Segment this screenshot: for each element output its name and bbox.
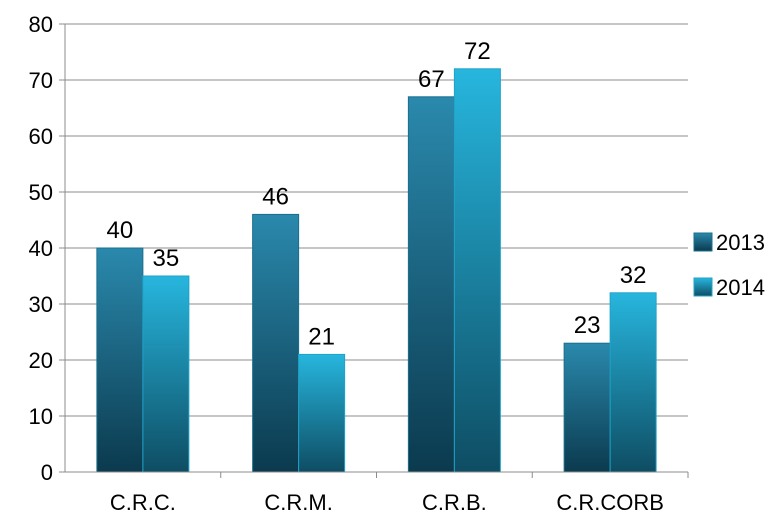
data-label: 32 xyxy=(620,262,647,289)
y-tick-label: 40 xyxy=(29,236,53,261)
bar-2014-C.R.B. xyxy=(453,68,501,473)
x-category-label: C.R.M. xyxy=(264,490,332,515)
bar-2014-C.R.CORB xyxy=(609,292,657,473)
y-tick-label: 70 xyxy=(29,68,53,93)
data-label: 35 xyxy=(153,245,180,272)
bar-2013-C.R.C. xyxy=(96,247,144,473)
y-tick-label: 30 xyxy=(29,292,53,317)
data-label: 46 xyxy=(262,183,289,210)
y-tick-label: 50 xyxy=(29,180,53,205)
x-axis-labels: C.R.C. C.R.M. C.R.B. C.R.CORB xyxy=(110,490,664,515)
data-labels: 40 35 46 21 67 72 23 32 xyxy=(107,38,647,351)
legend: 2013 2014 xyxy=(693,230,765,300)
bar-2014-C.R.C. xyxy=(142,275,190,473)
x-category-label: C.R.B. xyxy=(422,490,487,515)
legend-label-2014: 2014 xyxy=(716,275,765,300)
y-tick-label: 20 xyxy=(29,348,53,373)
y-tick-label: 80 xyxy=(29,12,53,37)
x-category-label: C.R.C. xyxy=(110,490,176,515)
legend-swatch-2014 xyxy=(693,277,713,297)
data-label: 21 xyxy=(308,323,335,350)
y-axis-ticks: 0 10 20 30 40 50 60 70 80 xyxy=(29,12,65,485)
bar-2013-C.R.B. xyxy=(407,96,455,473)
legend-label-2013: 2013 xyxy=(716,230,765,255)
bar-2013-C.R.M. xyxy=(252,213,300,473)
y-tick-label: 0 xyxy=(41,460,53,485)
bar-2014-C.R.M. xyxy=(298,353,346,473)
legend-swatch-2013 xyxy=(693,232,713,252)
x-category-label: C.R.CORB xyxy=(556,490,664,515)
data-label: 67 xyxy=(418,66,445,93)
data-label: 40 xyxy=(107,217,134,244)
bars xyxy=(96,68,657,473)
bar-2013-C.R.CORB xyxy=(563,342,611,473)
y-tick-label: 10 xyxy=(29,404,53,429)
axes xyxy=(64,24,689,478)
data-label: 23 xyxy=(574,312,601,339)
y-tick-label: 60 xyxy=(29,124,53,149)
data-label: 72 xyxy=(464,38,491,65)
